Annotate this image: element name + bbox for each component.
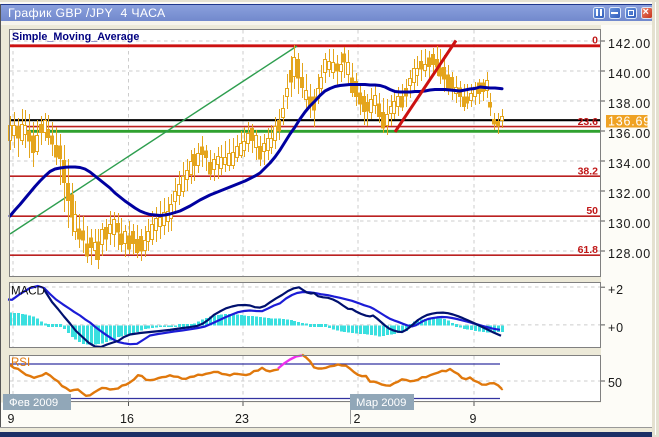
svg-text:130.00: 130.00 [608,217,651,231]
svg-text:140.00: 140.00 [608,67,651,81]
svg-text:50: 50 [586,205,598,217]
svg-text:134.00: 134.00 [608,157,651,171]
svg-text:MACD: MACD [11,286,45,298]
svg-text:Simple_Moving_Average: Simple_Moving_Average [12,31,139,43]
svg-text:128.00: 128.00 [608,247,651,261]
svg-text:23.6: 23.6 [578,116,599,128]
svg-text:RSI: RSI [11,357,30,369]
svg-text:142.00: 142.00 [608,37,651,51]
svg-text:16: 16 [120,412,134,426]
svg-text:38.2: 38.2 [578,165,599,177]
svg-text:Мар 2009: Мар 2009 [356,397,406,409]
svg-text:0: 0 [592,35,598,47]
svg-text:138.00: 138.00 [608,97,651,111]
svg-text:9: 9 [470,412,477,426]
svg-text:136.69: 136.69 [608,115,651,129]
svg-text:136.00: 136.00 [608,127,651,141]
svg-text:50: 50 [608,376,622,390]
svg-text:61.8: 61.8 [578,244,599,256]
svg-text:23: 23 [235,412,249,426]
svg-text:2: 2 [354,412,361,426]
svg-text:Фев 2009: Фев 2009 [9,397,58,409]
svg-text:+0: +0 [608,321,624,335]
svg-text:+2: +2 [608,283,624,297]
svg-text:9: 9 [8,412,15,426]
svg-text:132.00: 132.00 [608,187,651,201]
